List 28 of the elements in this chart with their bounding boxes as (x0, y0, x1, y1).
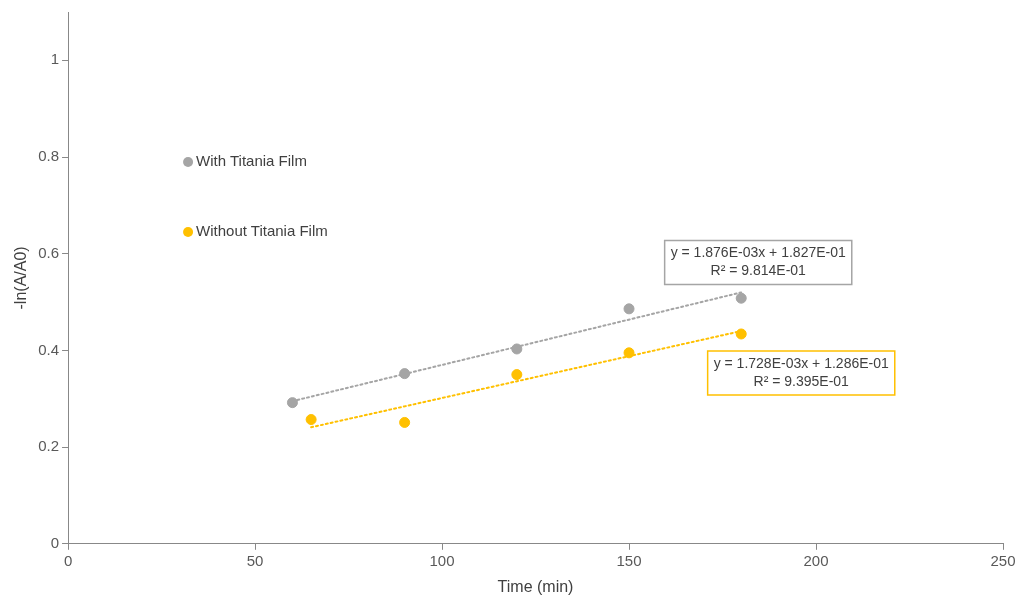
y-tick-label: 1 (50, 50, 60, 68)
point (399, 416, 411, 428)
annotation: y = 1.876E-03x + 1.827E-01 R² = 9.814E-01 (670, 244, 846, 279)
x-tick-label: 50 (246, 551, 264, 569)
y-tick-label: 0.6 (38, 243, 60, 261)
x-tick-label: 100 (429, 551, 455, 569)
x-tick-label: 0 (63, 551, 73, 569)
point (286, 397, 298, 409)
point (735, 292, 747, 304)
point (735, 328, 747, 340)
y-tick-label: 0.4 (38, 340, 60, 358)
x-tick-label: 200 (803, 551, 829, 569)
x-tick-label: 250 (990, 551, 1016, 569)
y-tick-label: 0.8 (38, 147, 60, 165)
point (623, 347, 635, 359)
annotation: y = 1.728E-03x + 1.286E-01 R² = 9.395E-01 (713, 354, 889, 389)
point (623, 303, 635, 315)
point (511, 369, 523, 381)
legend-label: With Titania Film (196, 152, 307, 170)
point (399, 368, 411, 380)
x-tick-label: 150 (616, 551, 642, 569)
y-axis-title: -ln(A/A0) (12, 246, 30, 310)
point (511, 343, 523, 355)
y-tick-label: 0 (50, 533, 60, 551)
legend-label: Without Titania Film (196, 222, 328, 240)
x-axis-title: Time (min) (497, 577, 574, 595)
y-tick-label: 0.2 (38, 437, 60, 455)
point (305, 414, 317, 426)
